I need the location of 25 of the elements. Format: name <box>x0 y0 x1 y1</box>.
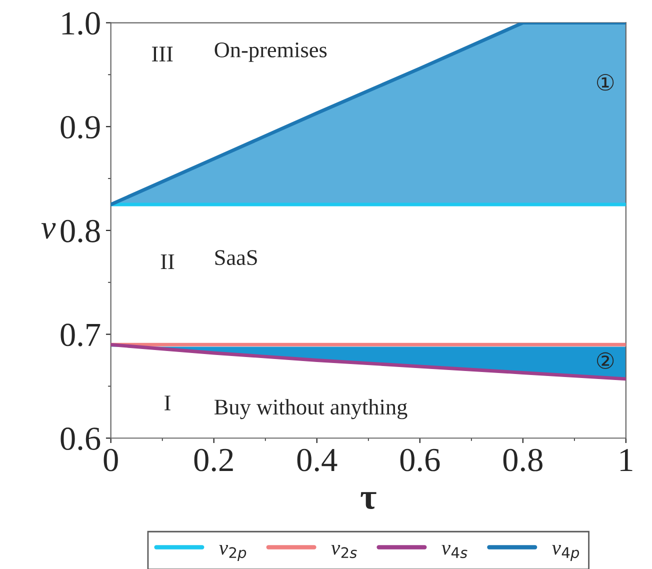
x-tick-label: 0.8 <box>503 448 542 472</box>
y-tick-label: 0.7 <box>60 324 100 346</box>
legend-label: v$_{4p}$ <box>552 544 580 561</box>
annotation: ② <box>597 352 614 369</box>
x-tick-label: 0.2 <box>194 448 233 472</box>
x-tick-label: 0.6 <box>400 448 440 472</box>
annotation: On-premises <box>214 42 327 62</box>
y-tick-label: 0.9 <box>60 116 100 139</box>
x-tick-label: 0 <box>104 448 118 472</box>
y-axis-title: v <box>41 223 56 239</box>
legend-label: v$_{2p}$ <box>219 544 246 561</box>
annotation: I <box>164 396 170 410</box>
y-tick-label: 0.8 <box>60 220 100 242</box>
legend-label: v$_{2s}$ <box>331 544 357 558</box>
x-tick-label: 1 <box>620 448 632 471</box>
annotation: ① <box>597 74 614 91</box>
annotation: II <box>160 254 174 270</box>
y-tick-label: 1.0 <box>62 12 100 35</box>
annotation: SaaS <box>215 250 257 266</box>
x-axis-title: τ <box>360 492 376 510</box>
annotation: III <box>152 46 173 62</box>
legend-label: v$_{4s}$ <box>442 544 468 558</box>
x-tick-label: 0.4 <box>297 448 338 472</box>
annotation: Buy without anything <box>214 398 408 420</box>
y-tick-label: 0.6 <box>60 428 100 450</box>
